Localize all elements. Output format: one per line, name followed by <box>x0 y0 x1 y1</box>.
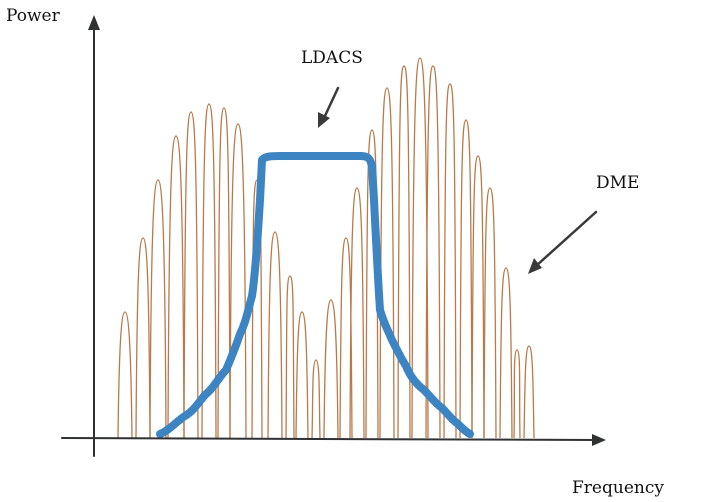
dme-lobe <box>229 123 247 439</box>
dme-lobe <box>397 65 411 439</box>
dme-lobe <box>295 311 309 439</box>
dme-lobe <box>183 111 199 439</box>
y-axis-label: Power <box>6 6 60 26</box>
dme-lobe <box>267 231 283 439</box>
ldacs-spectrum <box>156 152 474 438</box>
dme-lobe <box>201 103 217 439</box>
ldacs-pointer-arrowhead <box>318 112 330 128</box>
dme-annotation: DME <box>596 173 640 193</box>
x-axis <box>61 437 599 441</box>
dme-lobe <box>513 349 521 439</box>
dme-lobe <box>311 359 321 439</box>
dme-lobe <box>499 267 513 439</box>
dme-pointer-arrowhead <box>528 258 542 274</box>
dme-lobe <box>425 65 441 439</box>
dme-lobe <box>459 119 473 439</box>
dme-spectrum <box>117 57 535 439</box>
dme-lobe <box>117 311 133 439</box>
dme-pointer-arrow <box>534 210 598 268</box>
ldacs-pointer-arrow <box>322 86 340 120</box>
dme-lobe <box>167 135 185 439</box>
dme-lobe <box>349 187 365 439</box>
dme-lobe <box>379 87 395 439</box>
dme-lobe <box>285 275 295 439</box>
x-axis-label: Frequency <box>572 478 664 498</box>
dme-lobe <box>149 179 167 439</box>
dme-lobe <box>323 299 339 439</box>
ldacs-annotation: LDACS <box>301 48 363 68</box>
dme-lobe <box>443 83 457 439</box>
dme-lobe <box>135 237 151 439</box>
dme-lobe <box>471 155 485 439</box>
y-axis-arrowhead <box>88 15 100 30</box>
dme-lobe <box>523 345 535 439</box>
dme-lobe <box>483 187 497 439</box>
x-axis-arrowhead <box>592 434 606 446</box>
dme-lobe <box>217 107 231 439</box>
dme-lobe <box>411 57 429 439</box>
